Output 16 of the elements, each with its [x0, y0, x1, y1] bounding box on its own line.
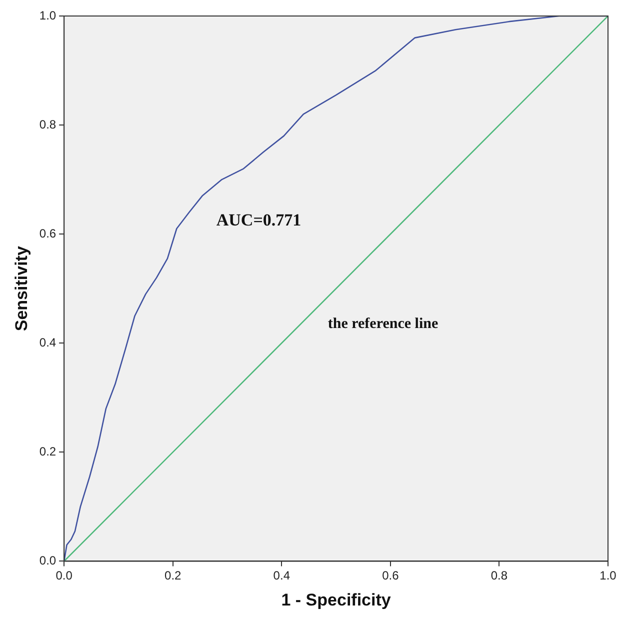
x-axis-title: 1 - Specificity — [281, 590, 392, 610]
y-axis-title: Sensitivity — [12, 246, 31, 332]
x-tick-label: 0.0 — [56, 568, 73, 583]
y-tick-label: 1.0 — [39, 8, 56, 22]
y-tick-label: 0.0 — [39, 554, 56, 568]
annotation: the reference line — [328, 316, 438, 332]
x-tick-label: 0.2 — [164, 568, 182, 583]
y-tick-label: 0.8 — [39, 117, 56, 132]
y-tick-label: 0.2 — [39, 444, 56, 458]
x-tick-label: 0.8 — [490, 568, 508, 583]
x-tick-label: 0.6 — [382, 568, 400, 583]
y-tick-label: 0.6 — [39, 226, 56, 240]
x-tick-label: 1.0 — [600, 568, 617, 583]
y-tick-label: 0.4 — [39, 335, 56, 350]
x-tick-label: 0.4 — [273, 568, 290, 583]
annotation: AUC=0.771 — [216, 210, 302, 230]
